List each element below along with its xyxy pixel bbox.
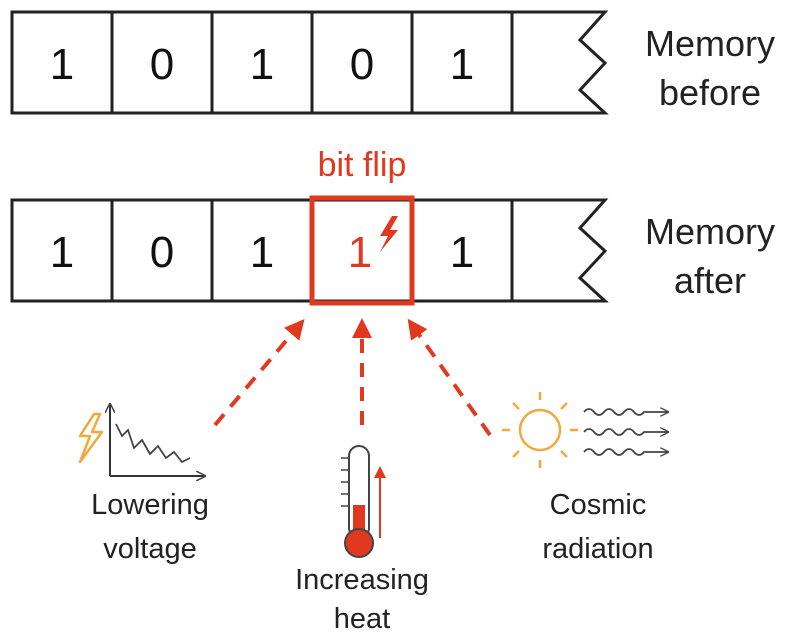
memory-before-bit: 0 <box>350 40 374 89</box>
memory-after-outline <box>10 198 609 303</box>
voltage-drop-icon <box>78 404 205 476</box>
heat-rise-arrowhead <box>374 466 386 478</box>
radiation-wave <box>583 409 668 415</box>
memory-before-bit: 1 <box>250 40 274 89</box>
voltage-label-line1: Lowering <box>91 489 209 521</box>
thermometer-bulb <box>344 528 374 558</box>
radiation-label-line2: radiation <box>542 533 653 565</box>
voltage-curve <box>115 423 191 464</box>
sun-icon <box>502 392 578 468</box>
voltage-arrow <box>213 318 305 427</box>
sun-ray <box>512 450 520 458</box>
sun-ray <box>512 402 520 410</box>
lightning-icon <box>380 216 398 252</box>
radiation-label-line1: Cosmic <box>550 489 647 521</box>
memory-before-strip: 1 0 1 0 1 <box>10 10 609 115</box>
memory-before-bit: 1 <box>450 40 474 89</box>
sun-ray <box>560 450 568 458</box>
memory-before-label-line1: Memory <box>645 23 775 64</box>
radiation-arrow <box>407 318 492 437</box>
memory-after-bit: 0 <box>150 228 174 277</box>
heat-label-line1: Increasing <box>295 564 429 596</box>
flipped-bit-highlight <box>309 195 415 306</box>
voltage-lightning-icon <box>78 412 104 464</box>
memory-after-bit: 1 <box>250 228 274 277</box>
voltage-label-line2: voltage <box>103 533 197 565</box>
flipped-bit-value: 1 <box>348 228 372 277</box>
radiation-wave <box>583 429 668 435</box>
memory-before-outline <box>10 10 609 115</box>
radiation-waves-icon <box>583 409 668 455</box>
radiation-wave <box>583 449 668 455</box>
memory-after-strip: 1 0 1 1 1 <box>10 195 609 306</box>
memory-after-bit: 1 <box>450 228 474 277</box>
memory-after-label-line2: after <box>674 260 746 301</box>
memory-after-bit: 1 <box>50 228 74 277</box>
sun-core <box>518 408 562 452</box>
sun-ray <box>560 402 568 410</box>
memory-before-bit: 0 <box>150 40 174 89</box>
memory-after-label-line1: Memory <box>645 211 775 252</box>
thermometer-icon <box>341 445 386 558</box>
memory-before-bit: 1 <box>50 40 74 89</box>
bit-flip-label: bit flip <box>318 146 407 184</box>
memory-before-label-line2: before <box>659 72 761 113</box>
heat-label-line2: heat <box>334 603 390 633</box>
